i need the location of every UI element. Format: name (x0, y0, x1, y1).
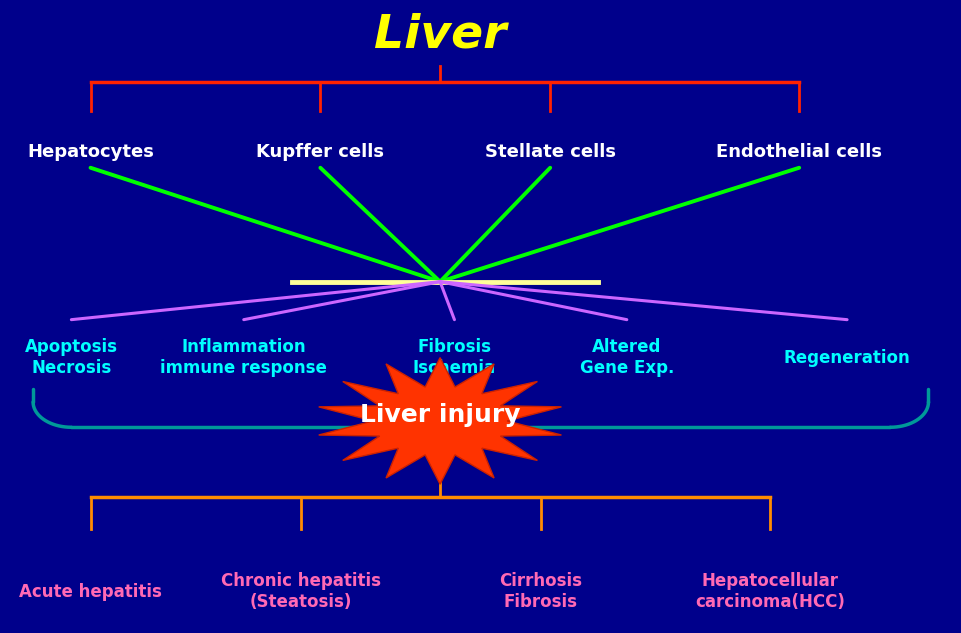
Text: Chronic hepatitis
(Steatosis): Chronic hepatitis (Steatosis) (221, 572, 381, 611)
Text: Stellate cells: Stellate cells (484, 143, 615, 161)
Text: Acute hepatitis: Acute hepatitis (19, 583, 161, 601)
Polygon shape (318, 358, 561, 484)
Text: Fibrosis
Ischemia: Fibrosis Ischemia (412, 338, 496, 377)
Text: Regeneration: Regeneration (783, 349, 909, 367)
Text: Hepatocytes: Hepatocytes (27, 143, 154, 161)
Text: Hepatocellular
carcinoma(HCC): Hepatocellular carcinoma(HCC) (695, 572, 845, 611)
Text: Apoptosis
Necrosis: Apoptosis Necrosis (25, 338, 118, 377)
Text: Endothelial cells: Endothelial cells (715, 143, 881, 161)
Text: Altered
Gene Exp.: Altered Gene Exp. (579, 338, 674, 377)
Text: Cirrhosis
Fibrosis: Cirrhosis Fibrosis (499, 572, 581, 611)
Text: Kupffer cells: Kupffer cells (256, 143, 384, 161)
Text: Inflammation
immune response: Inflammation immune response (160, 338, 327, 377)
Text: Liver: Liver (374, 12, 505, 58)
Text: Liver injury: Liver injury (359, 403, 520, 427)
